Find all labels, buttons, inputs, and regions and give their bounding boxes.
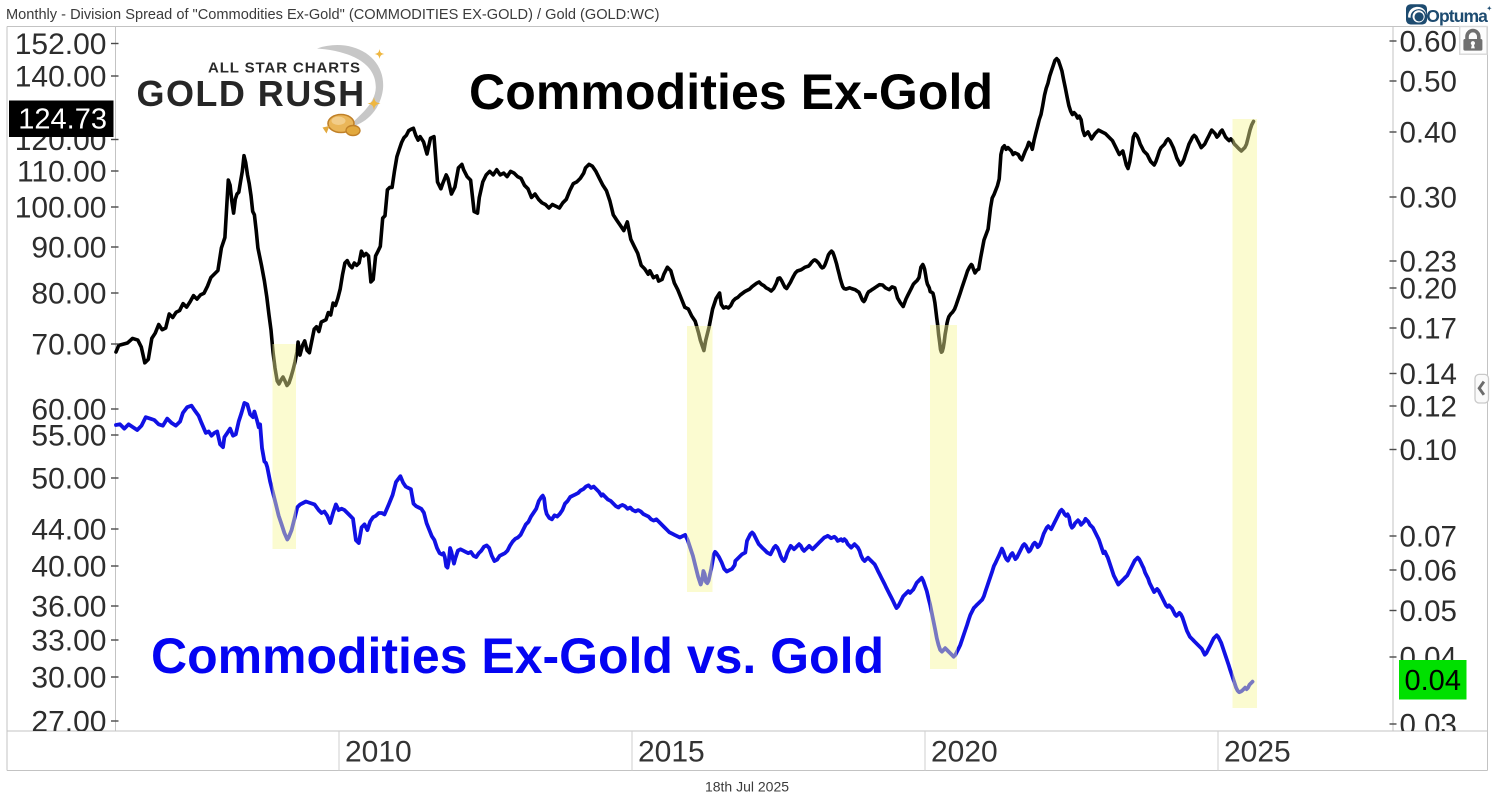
svg-text:2025: 2025: [1224, 736, 1291, 769]
svg-text:Optuma: Optuma: [1426, 6, 1488, 26]
svg-text:ALL STAR CHARTS: ALL STAR CHARTS: [208, 59, 361, 76]
svg-text:0.50: 0.50: [1400, 66, 1457, 99]
svg-text:0.40: 0.40: [1400, 117, 1457, 150]
svg-text:2020: 2020: [931, 736, 998, 769]
svg-text:0.14: 0.14: [1400, 358, 1457, 391]
svg-text:110.00: 110.00: [17, 156, 107, 189]
svg-text:27.00: 27.00: [31, 706, 106, 739]
svg-text:124.73: 124.73: [18, 104, 107, 136]
svg-text:2015: 2015: [638, 736, 705, 769]
svg-text:0.07: 0.07: [1400, 521, 1457, 554]
svg-text:140.00: 140.00: [15, 61, 107, 94]
svg-text:0.12: 0.12: [1400, 391, 1457, 424]
svg-text:0.60: 0.60: [1400, 26, 1457, 59]
svg-text:Commodities Ex-Gold: Commodities Ex-Gold: [469, 64, 993, 120]
svg-text:0.06: 0.06: [1400, 555, 1457, 588]
svg-text:30.00: 30.00: [31, 662, 106, 695]
svg-text:100.00: 100.00: [15, 192, 107, 225]
svg-text:0.17: 0.17: [1400, 313, 1457, 346]
svg-text:70.00: 70.00: [31, 329, 106, 362]
svg-text:40.00: 40.00: [31, 551, 106, 584]
svg-text:33.00: 33.00: [31, 625, 106, 658]
svg-text:0.10: 0.10: [1400, 434, 1457, 467]
svg-text:2010: 2010: [345, 736, 412, 769]
svg-text:152.00: 152.00: [15, 28, 107, 61]
svg-text:0.05: 0.05: [1400, 595, 1457, 628]
svg-text:0.23: 0.23: [1400, 246, 1457, 279]
svg-text:55.00: 55.00: [31, 420, 106, 453]
svg-text:0.20: 0.20: [1400, 273, 1457, 306]
svg-text:36.00: 36.00: [31, 591, 106, 624]
svg-text:80.00: 80.00: [31, 278, 106, 311]
svg-text:44.00: 44.00: [31, 514, 106, 547]
svg-text:18th Jul 2025: 18th Jul 2025: [705, 779, 789, 795]
svg-text:50.00: 50.00: [31, 463, 106, 496]
svg-text:GOLD RUSH: GOLD RUSH: [137, 73, 366, 114]
svg-text:90.00: 90.00: [31, 232, 106, 265]
svg-text:Commodities Ex-Gold vs. Gold: Commodities Ex-Gold vs. Gold: [151, 628, 884, 684]
svg-text:0.04: 0.04: [1405, 665, 1461, 697]
svg-text:0.30: 0.30: [1400, 182, 1457, 215]
svg-text:Monthly - Division Spread of ": Monthly - Division Spread of "Commoditie…: [6, 7, 659, 23]
svg-text:0.03: 0.03: [1400, 709, 1457, 742]
svg-text:60.00: 60.00: [31, 394, 106, 427]
